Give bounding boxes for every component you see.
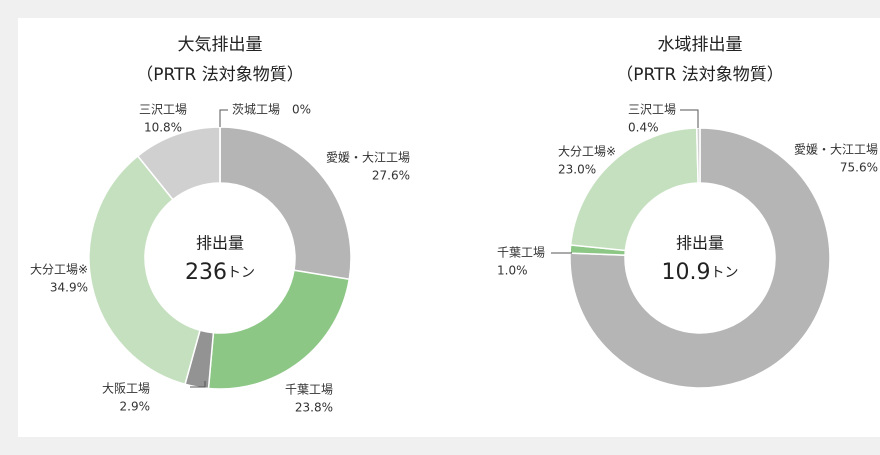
slice-value: 23.8% bbox=[295, 401, 333, 415]
slice-label: 愛媛・大江工場 bbox=[794, 143, 878, 157]
slice-label: 千葉工場 bbox=[285, 383, 333, 397]
leader-line bbox=[680, 109, 699, 128]
chart-subtitle: （PRTR 法対象物質） bbox=[136, 65, 303, 85]
total-unit: トン bbox=[710, 265, 738, 281]
center-total: 236トン bbox=[185, 260, 255, 285]
donut-slice bbox=[88, 154, 201, 386]
total-value: 10.9 bbox=[662, 260, 711, 285]
slice-label: 大分工場※ bbox=[30, 263, 88, 277]
leader-line bbox=[219, 109, 228, 127]
donut-slice bbox=[207, 269, 351, 390]
chart-title: 水域排出量 bbox=[658, 35, 743, 55]
slice-value: 0.4% bbox=[628, 121, 659, 135]
slice-label: 三沢工場 bbox=[139, 103, 187, 117]
slice-label: 大分工場※ bbox=[558, 145, 616, 159]
chart-subtitle: （PRTR 法対象物質） bbox=[616, 65, 783, 85]
slice-label: 大阪工場 bbox=[102, 382, 150, 396]
leader-line bbox=[190, 381, 206, 388]
center-label: 排出量 bbox=[196, 234, 244, 253]
slice-label: 茨城工場 bbox=[232, 103, 280, 117]
total-value: 236 bbox=[185, 260, 227, 285]
slice-value: 23.0% bbox=[558, 163, 596, 177]
donut-slice bbox=[219, 126, 352, 281]
slice-label: 三沢工場 bbox=[628, 103, 676, 117]
slice-value: 10.8% bbox=[144, 121, 182, 135]
slice-value: 27.6% bbox=[372, 169, 410, 183]
slice-value: 1.0% bbox=[497, 264, 528, 278]
center-label: 排出量 bbox=[676, 234, 724, 253]
slice-value: 75.6% bbox=[840, 161, 878, 175]
slice-value: 34.9% bbox=[50, 281, 88, 295]
donut-slice bbox=[695, 127, 701, 184]
slice-value: 2.9% bbox=[120, 400, 151, 414]
slice-label: 千葉工場 bbox=[497, 246, 545, 260]
slice-label: 愛媛・大江工場 bbox=[326, 151, 410, 165]
donut-slice bbox=[569, 127, 831, 389]
slice-value: 0% bbox=[292, 103, 311, 117]
total-unit: トン bbox=[227, 265, 255, 281]
center-total: 10.9トン bbox=[662, 260, 739, 285]
chart-title: 大気排出量 bbox=[178, 35, 263, 55]
